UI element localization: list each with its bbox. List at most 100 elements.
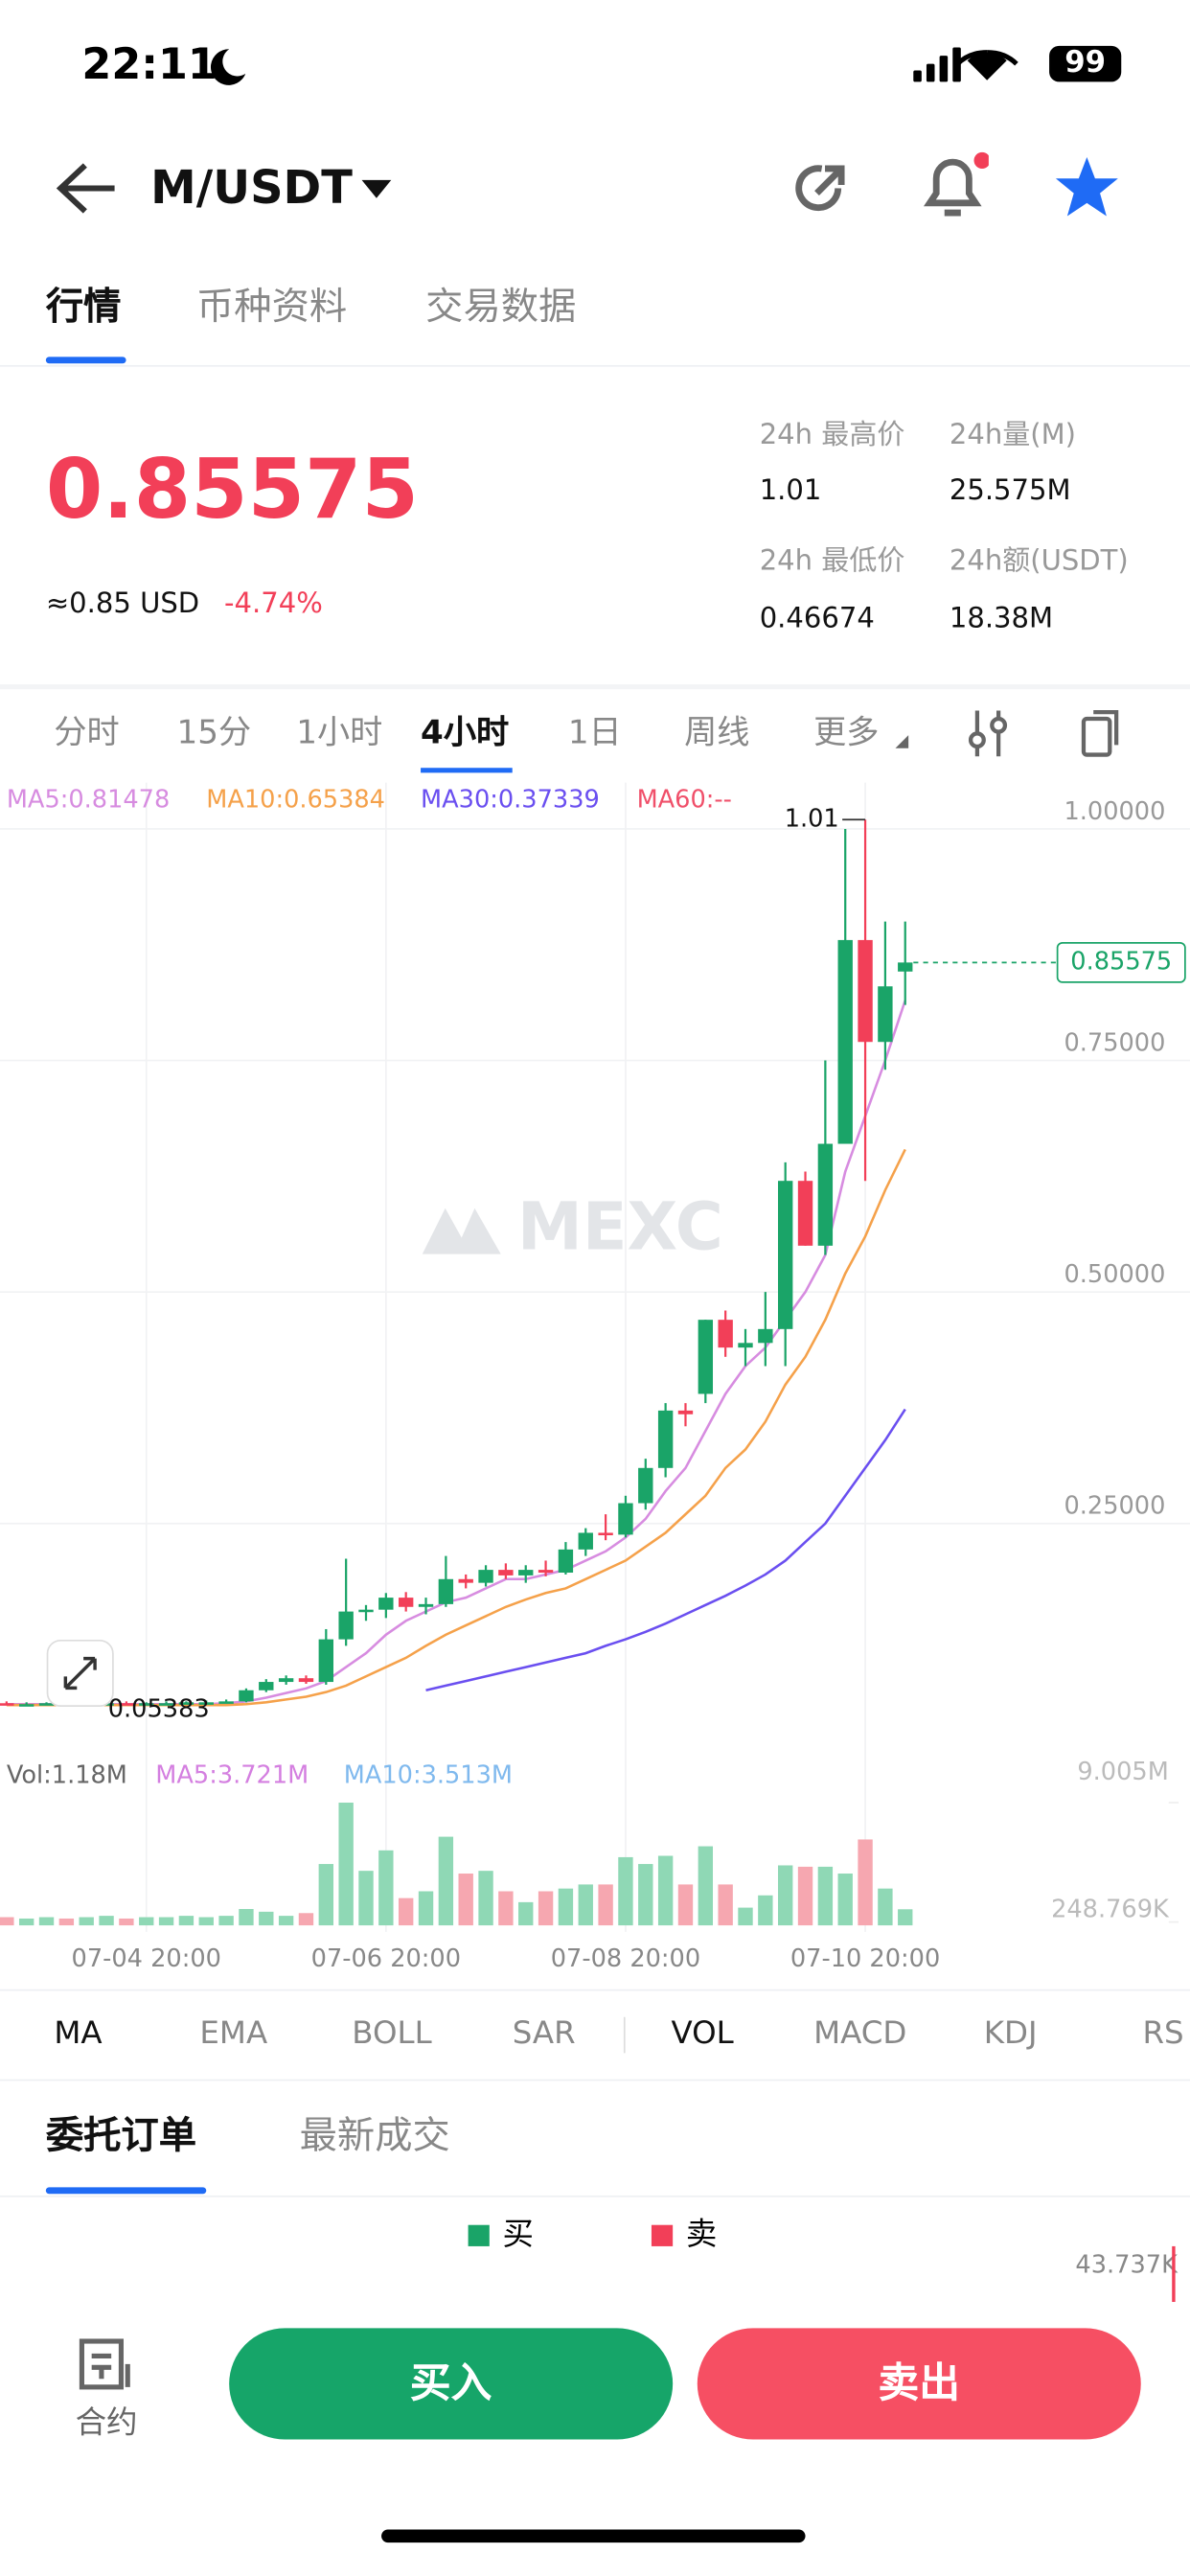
candle-body	[478, 1570, 493, 1583]
interval[interactable]: 4小时	[421, 712, 510, 752]
ma-legend: MA10:0.65384	[206, 785, 385, 814]
settings-icon[interactable]	[968, 707, 1010, 760]
book-tab-underline	[45, 2187, 207, 2195]
vol-bar	[158, 1917, 174, 1926]
ma-line	[6, 1148, 906, 1707]
candle-body	[677, 1410, 694, 1414]
contract-icon[interactable]	[79, 2338, 138, 2394]
candle-body	[817, 1143, 834, 1246]
candle-body	[358, 1609, 374, 1613]
interval[interactable]: 15分	[176, 712, 252, 752]
indicator[interactable]: VOL	[671, 2015, 734, 2052]
candle-body	[218, 1701, 234, 1704]
tab[interactable]: 币种资料	[196, 286, 348, 330]
candle-body	[318, 1639, 334, 1683]
indicator[interactable]: BOLL	[352, 2015, 432, 2052]
candle-body	[538, 1570, 554, 1574]
vol-tick-label: 9.005M	[1077, 1758, 1168, 1786]
home-indicator	[381, 2529, 806, 2543]
candle-body	[638, 1467, 653, 1504]
vol-bar	[578, 1884, 593, 1926]
favorite-star[interactable]	[1054, 155, 1119, 220]
indicator[interactable]: MA	[54, 2015, 103, 2052]
candle-body	[178, 1702, 195, 1705]
divider	[0, 2195, 1190, 2197]
vol-bar	[438, 1836, 454, 1926]
alert-icon[interactable]	[920, 150, 989, 222]
indicator[interactable]: RS	[1142, 2015, 1184, 2052]
vol-bar	[18, 1918, 34, 1926]
candle-body	[778, 1181, 793, 1329]
vol-bar	[718, 1884, 733, 1926]
candle-body	[378, 1598, 394, 1610]
candle-body	[398, 1598, 414, 1607]
candle-body	[438, 1578, 454, 1604]
vol-bar	[817, 1866, 834, 1926]
vol-bar	[518, 1901, 534, 1926]
vol-bar	[358, 1871, 374, 1926]
candle-body	[718, 1320, 733, 1348]
interval[interactable]: 周线	[684, 712, 750, 752]
back-button[interactable]	[53, 160, 118, 216]
y-tick-label: 0.25000	[1064, 1492, 1165, 1521]
buy-legend: 买	[502, 2217, 534, 2253]
candle-body	[898, 962, 913, 972]
sell-button[interactable]: 卖出	[697, 2328, 1141, 2440]
candle-body	[198, 1702, 214, 1705]
copy-icon[interactable]	[1079, 705, 1125, 761]
vol-bar	[458, 1874, 473, 1926]
share-icon[interactable]	[789, 159, 851, 221]
vol-bar	[677, 1884, 694, 1926]
vol-bar	[758, 1895, 773, 1926]
interval[interactable]: 1小时	[296, 712, 383, 752]
vol-bar	[618, 1856, 633, 1926]
candle-body	[578, 1532, 593, 1550]
book-tab[interactable]: 委托订单	[45, 2115, 197, 2158]
ma-legend: MA5:0.81478	[7, 785, 170, 814]
candle-body	[18, 1704, 34, 1707]
vol-bar	[638, 1864, 653, 1926]
vol-bar	[119, 1918, 134, 1926]
vol-legend: MA5:3.721M	[155, 1761, 309, 1790]
candle-body	[298, 1678, 314, 1683]
vol-bar	[79, 1917, 94, 1926]
contract-label[interactable]: 合约	[75, 2404, 138, 2442]
interval[interactable]: 1日	[567, 712, 622, 752]
interval[interactable]: 更多	[813, 712, 880, 752]
vol-bar	[378, 1850, 394, 1926]
vol-bar	[558, 1888, 574, 1926]
pair-dropdown[interactable]	[360, 178, 393, 201]
divider	[0, 1989, 1190, 1991]
tab[interactable]: 交易数据	[425, 286, 577, 330]
vol-bar	[58, 1918, 75, 1926]
vol-bar	[218, 1916, 234, 1926]
ma-line	[6, 1000, 906, 1706]
divider	[0, 684, 1190, 690]
interval[interactable]: 分时	[54, 712, 120, 752]
y-tick-label: 1.00000	[1064, 797, 1165, 826]
last-price-label: 0.85575	[1070, 947, 1172, 976]
book-tab[interactable]: 最新成交	[299, 2115, 450, 2158]
indicator[interactable]: SAR	[512, 2015, 576, 2052]
candle-body	[458, 1578, 473, 1583]
buy-button[interactable]: 买入	[229, 2328, 674, 2440]
candle-body	[418, 1603, 434, 1607]
vol-bar	[797, 1866, 813, 1926]
pair-title[interactable]: M/USDT	[150, 160, 353, 215]
indicator[interactable]: EMA	[199, 2015, 268, 2052]
change-percent: -4.74%	[224, 587, 323, 621]
candle-body	[858, 939, 873, 1043]
indicator[interactable]: KDJ	[983, 2015, 1038, 2052]
kline-chart: 07-04 20:00 07-06 20:00 07-08 20:00 07-10 2…	[0, 782, 1190, 1973]
vol-bar	[657, 1855, 674, 1926]
vol-bar	[338, 1803, 354, 1926]
vol-bar	[738, 1907, 753, 1926]
tab[interactable]: 行情	[45, 286, 122, 330]
vol-bar	[538, 1891, 554, 1926]
interval-underline	[421, 768, 513, 773]
candle-body	[119, 1703, 134, 1706]
indicator[interactable]: MACD	[813, 2015, 907, 2052]
vol-bar	[418, 1891, 434, 1926]
vol-bar	[778, 1865, 793, 1926]
